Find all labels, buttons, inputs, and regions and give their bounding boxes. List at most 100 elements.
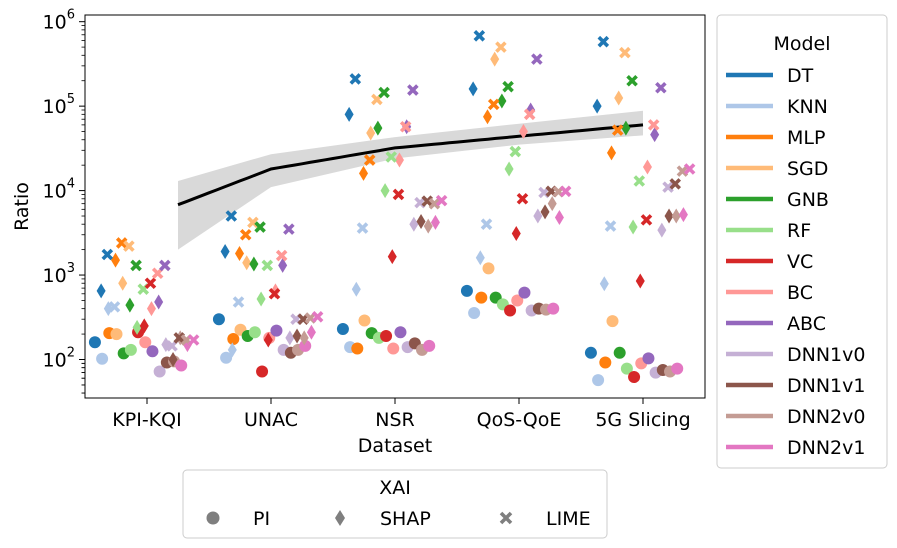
marker-shap-abc [154, 294, 164, 310]
marker-pi-dnn2v1 [175, 359, 188, 372]
marker-lime-dnn2v1 [311, 311, 324, 323]
model-legend-entry-vc: VC [726, 251, 813, 273]
marker-lime-dt [349, 73, 362, 85]
marker-lime-rf [509, 145, 522, 158]
plot-area [88, 30, 696, 387]
marker-shap-sgd [366, 125, 376, 141]
marker-lime-sgd [619, 46, 631, 59]
y-tick-label: 103 [43, 261, 75, 287]
marker-shap-sgd [614, 90, 624, 106]
marker-pi-mlp [351, 342, 364, 355]
marker-lime-gnb [378, 86, 390, 99]
model-legend-label: DNN1v1 [787, 375, 865, 397]
marker-lime-mlp [487, 98, 500, 111]
model-legend-label: ABC [787, 313, 826, 335]
model-legend-label: SGD [787, 158, 828, 180]
model-legend-label: DNN2v1 [787, 437, 865, 459]
dataset-group-nsr [336, 73, 448, 356]
marker-shap-dnn1v1 [416, 214, 426, 230]
marker-shap-gnb [373, 120, 383, 136]
legends: Model DT KNN MLP SGD GNB RF VC BC ABC DNN1v0 DNN1v1… [182, 14, 888, 539]
model-legend-entry-abc: ABC [726, 313, 826, 335]
marker-lime-dnn1v1 [669, 178, 682, 190]
marker-shap-dnn1v1 [168, 351, 178, 367]
marker-pi-gnb [613, 346, 626, 359]
marker-lime-bc [399, 120, 412, 133]
marker-pi-sgd [110, 328, 123, 341]
y-tick-exponent: 2 [67, 345, 75, 360]
marker-lime-rf [261, 259, 274, 272]
y-tick-exponent: 3 [67, 261, 75, 276]
marker-shap-bc [146, 301, 156, 317]
dataset-group-qos-qoe [460, 30, 572, 320]
x-tick-label: NSR [375, 409, 414, 431]
marker-lime-knn [604, 220, 617, 232]
marker-lime-rf [385, 151, 398, 163]
marker-shap-sgd [242, 255, 252, 271]
marker-shap-abc [278, 257, 288, 273]
model-legend-entry-sgd: SGD [726, 158, 828, 180]
marker-pi-sgd [482, 262, 495, 275]
marker-pi-knn [220, 351, 233, 364]
xai-legend-x-marker [499, 511, 513, 525]
marker-shap-dnn1v1 [292, 328, 302, 344]
marker-lime-dnn1v0 [166, 340, 178, 352]
marker-lime-bc [647, 119, 660, 131]
marker-pi-dnn2v1 [423, 339, 436, 352]
y-tick-exponent: 5 [67, 92, 75, 107]
y-tick-label: 105 [43, 92, 75, 118]
marker-lime-gnb [626, 74, 638, 87]
marker-shap-vc [635, 273, 645, 289]
marker-pi-knn [96, 352, 109, 365]
marker-shap-vc [139, 318, 149, 334]
marker-pi-dt [212, 313, 225, 326]
model-legend-label: BC [787, 282, 813, 304]
model-legend-label: GNB [787, 189, 829, 211]
marker-shap-dt [344, 106, 354, 122]
model-legend-entry-dnn2v1: DNN2v1 [726, 437, 865, 459]
marker-shap-dnn1v1 [540, 204, 550, 220]
marker-pi-dnn2v1 [299, 339, 312, 352]
marker-pi-rf [248, 326, 261, 339]
model-legend-entry-gnb: GNB [726, 189, 829, 211]
marker-lime-dt [597, 35, 610, 48]
marker-shap-dnn2v1 [678, 207, 688, 223]
marker-lime-vc [144, 277, 157, 290]
xai-legend-label: LIME [546, 508, 591, 530]
marker-pi-abc [394, 326, 407, 339]
model-legend-label: VC [787, 251, 813, 273]
xai-legend-entry-shap: SHAP [335, 508, 431, 530]
marker-lime-dt [473, 30, 486, 42]
marker-shap-gnb [497, 93, 507, 109]
marker-lime-dnn2v0 [676, 165, 689, 177]
marker-pi-mlp [599, 356, 612, 369]
y-tick-label: 102 [43, 345, 75, 371]
marker-pi-mlp [227, 332, 240, 345]
marker-lime-dnn2v1 [559, 185, 572, 198]
y-tick-label: 106 [43, 8, 75, 34]
marker-lime-bc [151, 267, 164, 280]
marker-shap-abc [650, 127, 660, 143]
marker-shap-sgd [118, 275, 128, 291]
marker-pi-vc [628, 371, 641, 384]
marker-shap-rf [628, 219, 638, 235]
dataset-group-5g-slicing [584, 35, 696, 387]
marker-lime-mlp [115, 237, 128, 249]
marker-lime-dnn1v1 [421, 195, 434, 207]
marker-lime-abc [655, 81, 667, 94]
trend-confidence-band [178, 110, 643, 250]
xai-legend-circle-marker [206, 511, 220, 525]
marker-shap-vc [387, 249, 397, 265]
marker-shap-dnn1v0 [533, 208, 543, 224]
marker-lime-knn [480, 218, 493, 230]
xai-legend-entry-lime: LIME [499, 508, 591, 530]
marker-lime-abc [283, 223, 295, 235]
marker-shap-knn [351, 281, 361, 297]
marker-shap-gnb [249, 256, 259, 272]
x-axis-label: Dataset [358, 435, 432, 457]
model-legend-entry-dnn1v1: DNN1v1 [726, 375, 865, 397]
marker-pi-knn [592, 374, 605, 387]
marker-lime-mlp [363, 154, 376, 166]
marker-shap-dnn1v1 [664, 208, 674, 224]
